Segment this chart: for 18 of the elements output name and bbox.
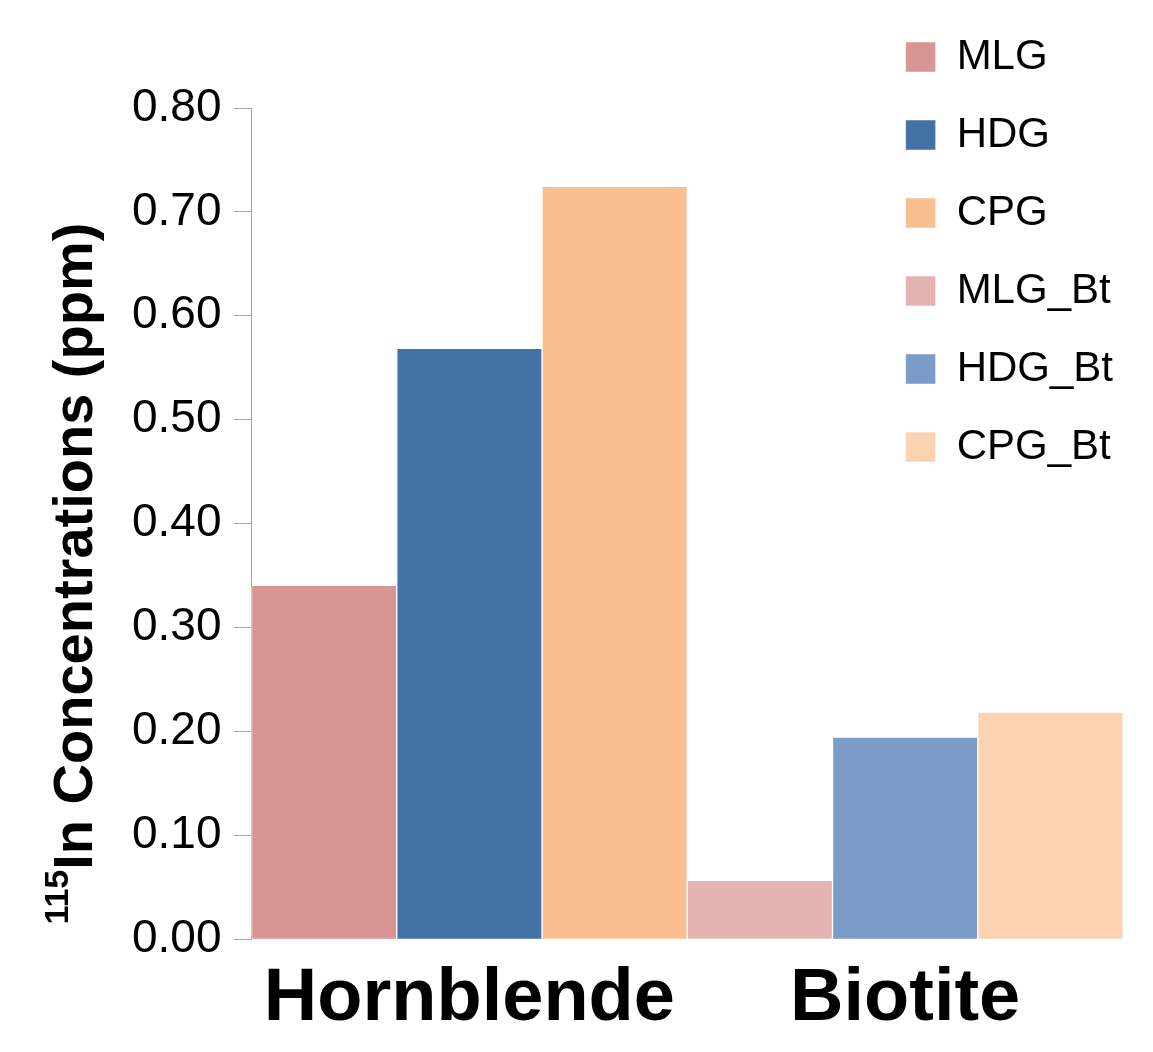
y-tick-label: 0.00: [132, 909, 222, 962]
y-tick-label: 0.30: [132, 598, 222, 651]
legend-label: MLG: [956, 30, 1048, 78]
legend-label: HDG_Bt: [956, 342, 1114, 390]
y-tick-label: 0.20: [132, 702, 222, 755]
y-tick-label: 0.70: [132, 182, 222, 235]
legend-label: CPG: [956, 186, 1048, 234]
y-tick-label: 0.60: [132, 286, 222, 339]
y-tick-label: 0.50: [132, 390, 222, 443]
y-tick-label: 0.80: [132, 78, 222, 131]
legend-label: HDG: [956, 108, 1050, 156]
legend-label: CPG_Bt: [956, 420, 1112, 468]
y-tick-label: 0.10: [132, 805, 222, 858]
y-tick-label: 0.40: [132, 494, 222, 547]
legend-label: MLG_Bt: [956, 264, 1112, 312]
y-axis-title: 115In Concentrations (ppm): [37, 222, 104, 925]
x-tick-label: Hornblende: [263, 953, 675, 1037]
x-tick-label: Biotite: [790, 953, 1021, 1037]
